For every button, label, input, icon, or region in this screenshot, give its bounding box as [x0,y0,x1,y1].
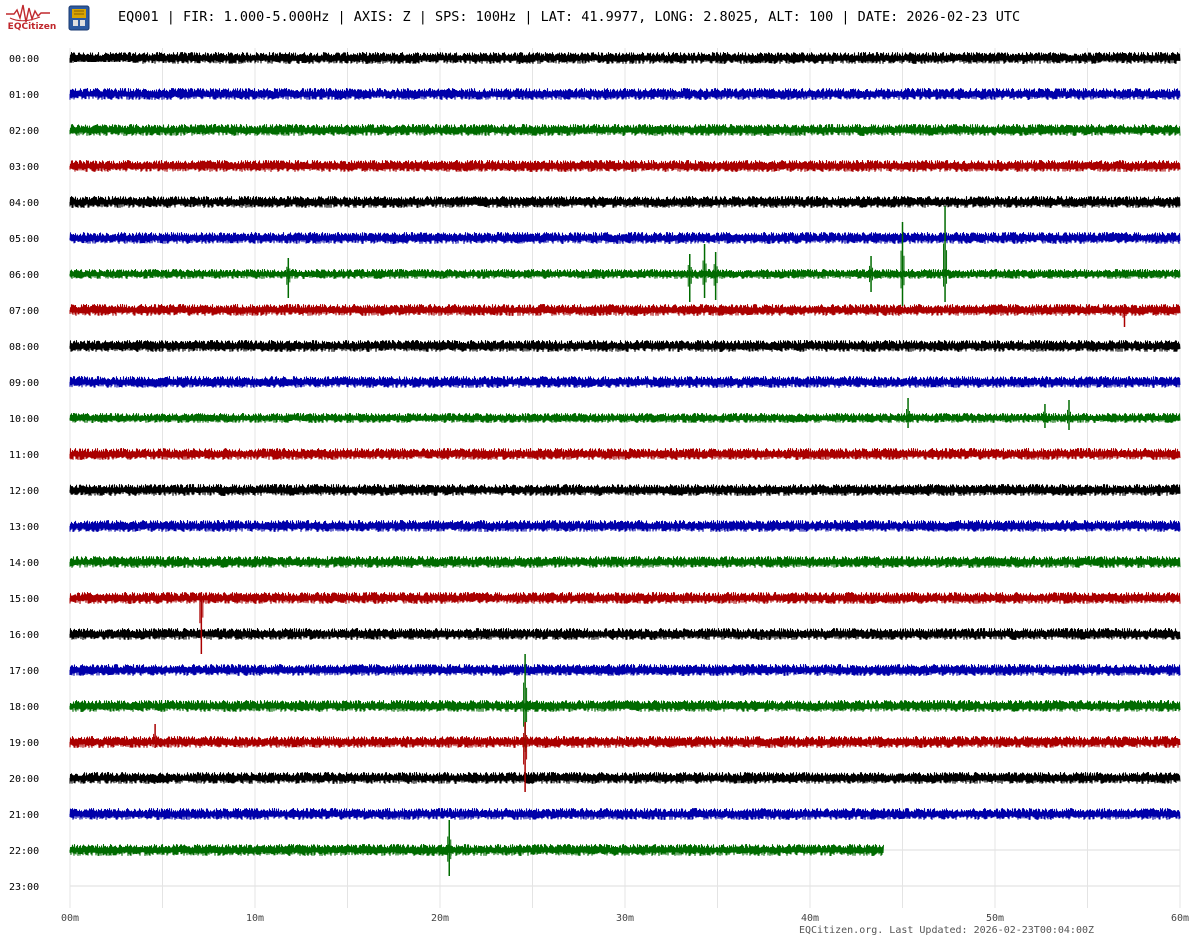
seismic-traces [69,51,1181,876]
y-tick-label: 20:00 [9,774,39,785]
x-tick-label: 50m [986,913,1004,924]
seismograph-logo-icon [6,4,50,23]
x-tick-labels: 00m 10m 20m 30m 40m 50m 60m [61,913,1189,924]
trace-hour-21 [69,807,1181,821]
trace-hour-11 [69,447,1181,461]
trace-hour-08 [69,339,1181,353]
y-tick-label: 04:00 [9,198,39,209]
trace-hour-14 [69,555,1181,569]
trace-hour-00 [69,51,1181,65]
x-tick-label: 20m [431,913,449,924]
trace-hour-05 [69,231,1181,245]
y-tick-labels: 00:00 01:00 02:00 03:00 04:00 05:00 06:00 07:00… [9,54,39,893]
trace-hour-03 [69,159,1181,173]
trace-hour-01 [69,87,1181,101]
trace-hour-15 [69,591,1181,605]
trace-hour-20 [69,771,1181,785]
y-tick-label: 08:00 [9,342,39,353]
trace-hour-12 [69,483,1181,497]
y-tick-label: 15:00 [9,594,39,605]
x-tick-label: 10m [246,913,264,924]
y-tick-label: 14:00 [9,558,39,569]
trace-hour-17 [69,663,1181,677]
trace-hour-04 [69,195,1181,209]
y-tick-label: 12:00 [9,486,39,497]
x-tick-label: 40m [801,913,819,924]
trace-hour-10 [69,412,1181,424]
trace-hour-18 [69,699,1181,713]
footer-last-updated: EQCitizen.org. Last Updated: 2026-02-23T… [799,925,1095,936]
y-tick-label: 03:00 [9,162,39,173]
trace-hour-19 [69,735,1181,749]
y-tick-label: 16:00 [9,630,39,641]
x-tick-label: 60m [1171,913,1189,924]
y-tick-label: 17:00 [9,666,39,677]
y-tick-label: 09:00 [9,378,39,389]
y-tick-label: 06:00 [9,270,39,281]
trace-hour-09 [69,375,1181,389]
trace-hour-06 [69,268,1181,280]
x-tick-label: 00m [61,913,79,924]
y-tick-label: 01:00 [9,90,39,101]
header: EQCitizen EQ001 | FIR: 1.000-5.000Hz | A… [0,0,1200,36]
logo-text: EQCitizen [7,22,57,32]
trace-hour-13 [69,519,1181,533]
trace-hour-07 [69,303,1181,317]
x-tick-label: 30m [616,913,634,924]
y-tick-label: 21:00 [9,810,39,821]
y-tick-label: 05:00 [9,234,39,245]
y-tick-label: 07:00 [9,306,39,317]
y-tick-label: 11:00 [9,450,39,461]
y-tick-label: 19:00 [9,738,39,749]
y-tick-label: 23:00 [9,882,39,893]
trace-hour-02 [69,123,1181,137]
y-tick-label: 22:00 [9,846,39,857]
y-tick-label: 10:00 [9,414,39,425]
sensor-device-icon [68,5,90,31]
y-tick-label: 00:00 [9,54,39,65]
trace-hour-22 [69,843,884,857]
y-tick-label: 18:00 [9,702,39,713]
y-tick-label: 13:00 [9,522,39,533]
trace-hour-16 [69,627,1181,641]
chart-title: EQ001 | FIR: 1.000-5.000Hz | AXIS: Z | S… [118,9,1021,25]
y-tick-label: 02:00 [9,126,39,137]
